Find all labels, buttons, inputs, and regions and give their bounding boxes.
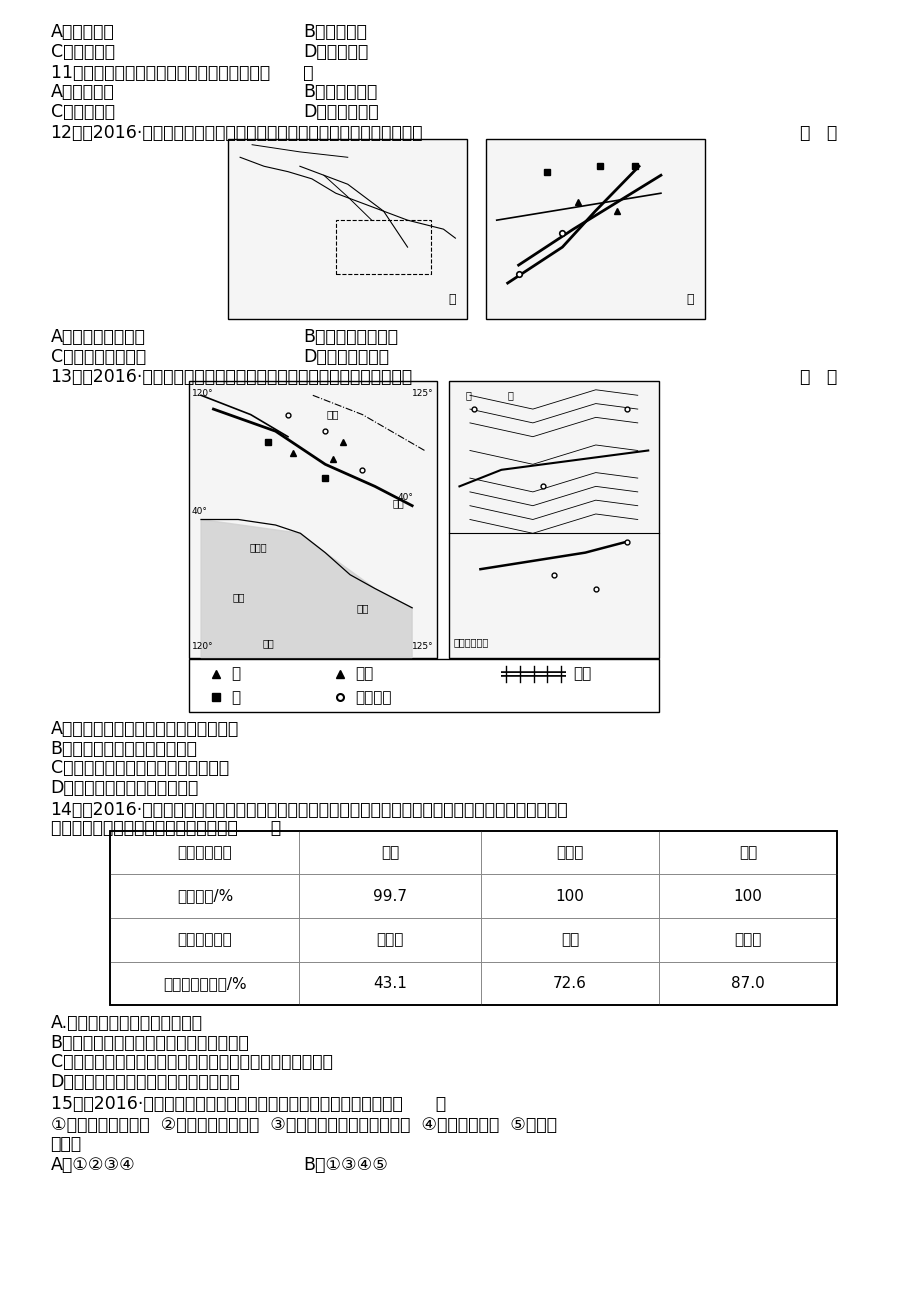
Text: D．劳动力数量: D．劳动力数量 <box>303 103 379 121</box>
Text: 100: 100 <box>733 888 762 904</box>
Text: 11．影响高新技术产业分布的最主要因素是（      ）: 11．影响高新技术产业分布的最主要因素是（ ） <box>51 64 312 82</box>
Text: 甲: 甲 <box>448 293 456 306</box>
Text: ①加快产业结构调整  ②推进体制机制创新  ③大力开采油田，发展重工业  ④发展新型产业  ⑤大力发: ①加快产业结构调整 ②推进体制机制创新 ③大力开采油田，发展重工业 ④发展新型产… <box>51 1116 556 1134</box>
Text: 丹东: 丹东 <box>391 497 403 508</box>
Text: 40°: 40° <box>191 506 207 516</box>
Text: D．丰富的劳动力: D．丰富的劳动力 <box>303 348 389 366</box>
Text: A．东北地区: A．东北地区 <box>51 23 114 42</box>
Text: 占世界市场比例/%: 占世界市场比例/% <box>163 975 246 991</box>
Text: 江: 江 <box>507 389 513 400</box>
Text: 工业城市: 工业城市 <box>355 690 391 704</box>
Text: D．两区的高科技力量都很雄厚: D．两区的高科技力量都很雄厚 <box>51 779 199 797</box>
Text: 沪宁杭工业区: 沪宁杭工业区 <box>453 637 488 647</box>
Text: 125°: 125° <box>411 642 433 651</box>
Text: 渤海: 渤海 <box>232 592 244 602</box>
Text: C．西南地区: C．西南地区 <box>51 43 115 61</box>
Text: 主要工业原料: 主要工业原料 <box>177 845 232 861</box>
Text: 乙: 乙 <box>686 293 693 306</box>
Text: 12．（2016·德州模拟）甲、乙两工业基地相比，甲发展经济欠缺的条件是: 12．（2016·德州模拟）甲、乙两工业基地相比，甲发展经济欠缺的条件是 <box>51 124 423 142</box>
Text: B．经济对外依赖性不强，主要靠自产自销: B．经济对外依赖性不强，主要靠自产自销 <box>51 1034 249 1052</box>
Text: B．西部地区: B．西部地区 <box>303 23 367 42</box>
Text: D．东部地区: D．东部地区 <box>303 43 369 61</box>
Text: 石油: 石油 <box>380 845 399 861</box>
Text: （   ）: （ ） <box>800 368 836 387</box>
Text: C．自然资源: C．自然资源 <box>51 103 115 121</box>
Text: 87.0: 87.0 <box>731 975 765 991</box>
Text: B．两区的矿产资源都十分丰富: B．两区的矿产资源都十分丰富 <box>51 740 198 758</box>
Text: 辽东湾: 辽东湾 <box>249 542 267 552</box>
Text: 大连: 大连 <box>262 638 274 648</box>
Text: 小汽车: 小汽车 <box>376 932 403 948</box>
Text: A．两区都具有沿海、沿铁路的便利交通: A．两区都具有沿海、沿铁路的便利交通 <box>51 720 239 738</box>
Text: 煤: 煤 <box>231 690 240 704</box>
Text: 43.1: 43.1 <box>373 975 407 991</box>
Text: B．知识与人才: B．知识与人才 <box>303 83 378 102</box>
Polygon shape <box>201 519 412 658</box>
Text: （   ）: （ ） <box>800 124 836 142</box>
Text: 主要工业产品: 主要工业产品 <box>177 932 232 948</box>
Text: 展科技: 展科技 <box>51 1135 82 1154</box>
Text: A.工业原料对进口的依赖程度高: A.工业原料对进口的依赖程度高 <box>51 1014 202 1032</box>
Bar <box>485 139 704 319</box>
Text: 照相机: 照相机 <box>733 932 761 948</box>
Text: 120°: 120° <box>192 642 214 651</box>
Text: 进口比例/%: 进口比例/% <box>176 888 233 904</box>
Bar <box>188 381 437 658</box>
Text: A．便利的水陆交通: A．便利的水陆交通 <box>51 328 145 346</box>
Bar <box>335 220 431 275</box>
Bar <box>448 381 658 658</box>
Text: 黄海: 黄海 <box>356 603 369 613</box>
Text: 长: 长 <box>465 389 471 400</box>
Text: D．日本的采矿、金属冶炼等重工业发达: D．日本的采矿、金属冶炼等重工业发达 <box>51 1073 240 1091</box>
Text: 72.6: 72.6 <box>552 975 586 991</box>
Bar <box>228 139 467 319</box>
Text: 14．（2016·济宁模拟）下表所示为日本进口的主要工业原料所占百分比及主要工业产品占世界市场百分比: 14．（2016·济宁模拟）下表所示为日本进口的主要工业原料所占百分比及主要工业… <box>51 801 568 819</box>
Text: 铁: 铁 <box>231 667 240 681</box>
Bar <box>110 831 836 1005</box>
Text: A．①②③④: A．①②③④ <box>51 1156 135 1174</box>
Text: 120°: 120° <box>192 389 214 398</box>
Text: 99.7: 99.7 <box>373 888 407 904</box>
Text: 40°: 40° <box>397 493 413 501</box>
Bar <box>188 659 658 712</box>
Text: C．两区的加工制造业都靠近原料产地: C．两区的加工制造业都靠近原料产地 <box>51 759 229 777</box>
Text: 船舶: 船舶 <box>561 932 579 948</box>
Text: 13．（2016·济宁模拟）下图我国两个工业区发展工业的共同优势条件是: 13．（2016·济宁模拟）下图我国两个工业区发展工业的共同优势条件是 <box>51 368 413 387</box>
Text: 。下列关于日本工业的说法，正确的是（      ）: 。下列关于日本工业的说法，正确的是（ ） <box>51 819 280 837</box>
Text: C．丰富的矿产资源: C．丰富的矿产资源 <box>51 348 145 366</box>
Text: 15．（2016·福建中考）下列属于振兴东北老工业基地的有效措施是（      ）: 15．（2016·福建中考）下列属于振兴东北老工业基地的有效措施是（ ） <box>51 1095 445 1113</box>
Text: 125°: 125° <box>411 389 433 398</box>
Text: 棉花: 棉花 <box>738 845 756 861</box>
Text: 100: 100 <box>555 888 584 904</box>
Text: B．①③④⑤: B．①③④⑤ <box>303 1156 388 1174</box>
Text: 铁矿石: 铁矿石 <box>556 845 584 861</box>
Text: C．由于资源贫乏，生产落后，导致工业品占世界市场比重低: C．由于资源贫乏，生产落后，导致工业品占世界市场比重低 <box>51 1053 332 1072</box>
Text: 铁路: 铁路 <box>573 667 591 681</box>
Text: B．优越的地理位置: B．优越的地理位置 <box>303 328 398 346</box>
Text: A．交通运输: A．交通运输 <box>51 83 114 102</box>
Text: 石油: 石油 <box>355 667 373 681</box>
Bar <box>110 831 836 1005</box>
Text: 沈阳: 沈阳 <box>326 409 338 419</box>
